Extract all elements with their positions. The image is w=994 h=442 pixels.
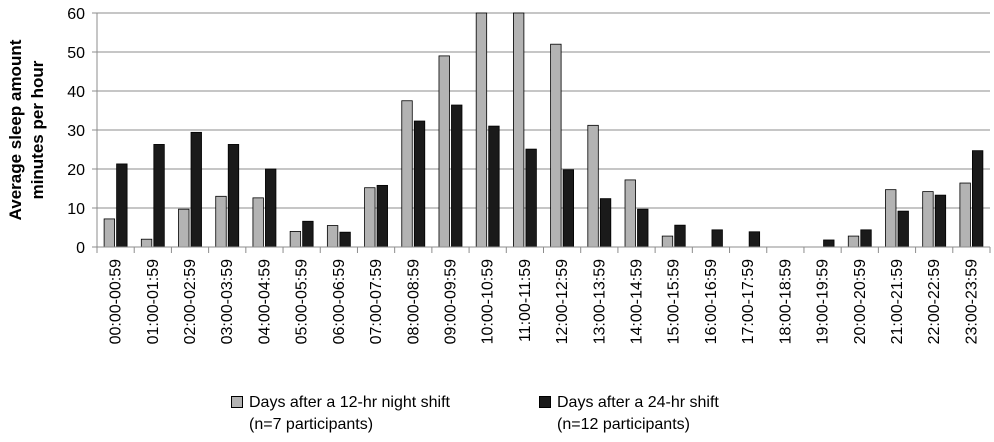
legend-label-night-shift: Days after a 12-hr night shift (249, 394, 450, 411)
bar-night-shift (587, 124, 599, 248)
bar-night-shift (885, 189, 897, 248)
bar-24hr-shift (971, 150, 984, 248)
bar-24hr-shift (413, 120, 426, 248)
bar-night-shift (364, 187, 376, 248)
y-axis-label-line2: minutes per hour (28, 60, 47, 199)
bar-24hr-shift (451, 104, 463, 248)
bar-24hr-shift (153, 144, 165, 248)
legend-sublabel-24hr-shift: (n=12 participants) (557, 416, 690, 433)
x-tick-label: 03:00-03:59 (219, 259, 236, 345)
y-tick-label: 60 (67, 6, 85, 23)
bar-24hr-shift (637, 208, 649, 248)
x-tick-label: 04:00-04:59 (256, 259, 273, 345)
y-tick-label: 30 (67, 123, 85, 140)
y-tick-label: 20 (67, 162, 85, 179)
bars (103, 12, 984, 248)
x-tick-label: 15:00-15:59 (666, 259, 683, 345)
x-tick-label: 16:00-16:59 (703, 259, 720, 345)
bar-24hr-shift (376, 184, 388, 248)
y-axis-label-line1: Average sleep amount (6, 39, 25, 220)
legend-swatch-24hr-shift (539, 396, 551, 408)
bar-night-shift (922, 191, 934, 248)
bar-24hr-shift (748, 231, 761, 248)
bar-24hr-shift (897, 210, 909, 248)
y-tick-label: 10 (67, 201, 85, 218)
bar-night-shift (103, 218, 116, 248)
x-tick-label: 08:00-08:59 (405, 259, 422, 345)
bar-night-shift (959, 182, 971, 248)
x-tick-label: 13:00-13:59 (591, 259, 608, 345)
bar-night-shift (624, 179, 636, 248)
x-tick-label: 02:00-02:59 (182, 259, 199, 345)
bar-night-shift (326, 225, 339, 248)
bar-night-shift (661, 235, 674, 248)
x-tick-label: 18:00-18:59 (777, 259, 794, 345)
x-tick-label: 23:00-23:59 (963, 259, 980, 345)
x-tick-label: 00:00-00:59 (108, 259, 125, 345)
bar-24hr-shift (934, 194, 947, 248)
bar-24hr-shift (860, 229, 872, 248)
bar-24hr-shift (488, 125, 500, 248)
x-tick-labels: 00:00-00:59 01:00-01:59 02:00-02:59 03:00-0… (108, 259, 981, 345)
x-tick-label: 21:00-21:59 (889, 259, 906, 345)
bar-24hr-shift (302, 220, 314, 248)
bar-night-shift (847, 235, 860, 248)
x-tick-label: 20:00-20:59 (852, 259, 869, 345)
legend-item-night-shift: Days after a 12-hr night shift (n=7 part… (231, 392, 450, 436)
bar-24hr-shift (525, 148, 537, 248)
legend: Days after a 12-hr night shift (n=7 part… (231, 392, 791, 440)
gridlines (97, 12, 990, 209)
y-tick-labels: 0 10 20 30 40 50 60 (67, 6, 85, 257)
y-tick-label: 40 (67, 84, 85, 101)
x-tick-label: 10:00-10:59 (480, 259, 497, 345)
bar-24hr-shift (227, 144, 240, 248)
bar-night-shift (178, 208, 190, 248)
bar-night-shift (475, 12, 488, 248)
bar-night-shift (401, 100, 413, 248)
x-tick-label: 22:00-22:59 (926, 259, 943, 345)
bar-night-shift (438, 55, 450, 248)
x-tick-label: 19:00-19:59 (815, 259, 832, 345)
bar-night-shift (512, 12, 525, 248)
x-tick-label: 06:00-06:59 (331, 259, 348, 345)
x-tick-label: 14:00-14:59 (629, 259, 646, 345)
legend-sublabel-night-shift: (n=7 participants) (249, 416, 374, 433)
x-tick-label: 11:00-11:59 (517, 259, 534, 342)
bar-24hr-shift (674, 224, 686, 248)
legend-label-24hr-shift: Days after a 24-hr shift (557, 394, 719, 411)
y-tick-label: 50 (67, 45, 85, 62)
bar-24hr-shift (823, 239, 835, 248)
bar-24hr-shift (265, 168, 277, 248)
bar-24hr-shift (116, 163, 128, 248)
legend-swatch-night-shift (231, 396, 243, 408)
x-tick-label: 05:00-05:59 (294, 259, 311, 345)
bar-24hr-shift (339, 231, 351, 248)
bar-24hr-shift (190, 131, 202, 248)
y-tick-label: 0 (76, 240, 85, 257)
x-tick-label: 17:00-17:59 (740, 259, 757, 345)
axes (92, 12, 991, 253)
bar-24hr-shift (562, 169, 575, 248)
bar-night-shift (140, 238, 153, 248)
x-tick-label: 09:00-09:59 (442, 259, 459, 345)
bar-night-shift (215, 195, 227, 248)
bar-night-shift (252, 197, 264, 248)
legend-item-24hr-shift: Days after a 24-hr shift (n=12 participa… (539, 392, 719, 436)
x-tick-label: 07:00-07:59 (368, 259, 385, 345)
bar-night-shift (550, 43, 562, 248)
bar-chart: 0 10 20 30 40 50 60 00:00-00:59 01:00-01:59 02:0… (6, 6, 991, 345)
x-tick-label: 01:00-01:59 (145, 259, 162, 345)
bar-24hr-shift (711, 229, 723, 248)
x-tick-label: 12:00-12:59 (554, 259, 571, 345)
bar-night-shift (289, 230, 302, 248)
bar-24hr-shift (599, 198, 612, 248)
